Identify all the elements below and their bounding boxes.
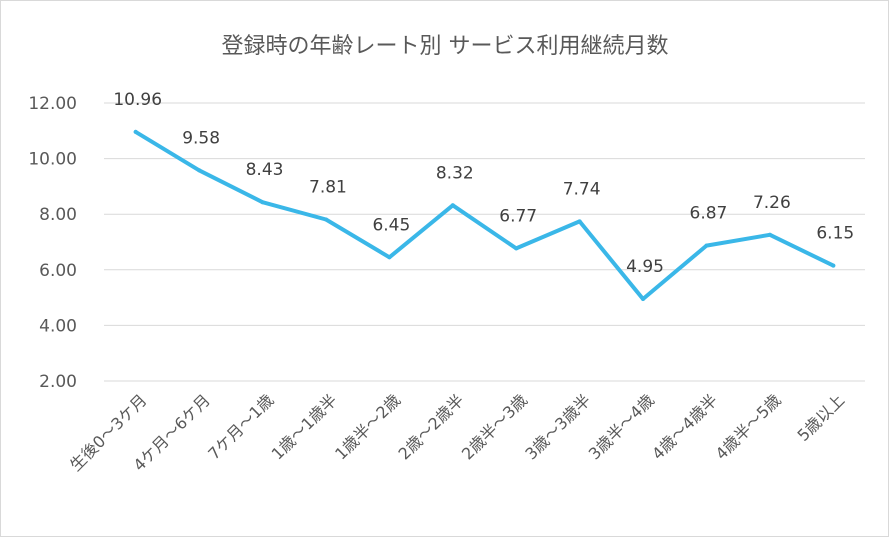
data-point	[323, 217, 328, 222]
data-labels: 10.96 9.58 8.43 7.81 6.45 8.32 6.77 7.74 4.95 6.8…	[113, 90, 854, 277]
y-tick-label: 6.00	[39, 261, 77, 281]
data-point	[197, 168, 202, 173]
x-tick-label: 4歳半～5歳	[712, 390, 785, 463]
x-tick-label: 7ケ月～1歳	[204, 390, 277, 463]
x-tick-label: 3歳～3歳半	[521, 390, 594, 463]
data-label: 6.45	[372, 215, 410, 235]
y-tick-label: 4.00	[39, 316, 77, 336]
data-label: 7.74	[563, 179, 601, 199]
data-label: 6.87	[690, 204, 728, 224]
x-tick-label: 2歳～2歳半	[395, 390, 468, 463]
data-point	[767, 232, 772, 237]
x-tick-label: 2歳半～3歳	[458, 390, 531, 463]
series-group	[133, 129, 836, 301]
data-point	[133, 129, 138, 134]
y-tick-label: 8.00	[39, 205, 77, 225]
data-label: 8.43	[246, 160, 284, 180]
data-label: 6.77	[499, 206, 537, 226]
data-point	[514, 246, 519, 251]
y-tick-label: 2.00	[39, 372, 77, 392]
y-tick-label: 12.00	[28, 94, 77, 114]
y-axis: 2.00 4.00 6.00 8.00 10.00 12.00	[28, 94, 77, 392]
x-tick-label: 3歳半～4歳	[585, 390, 658, 463]
x-tick-label: 1歳～1歳半	[268, 390, 341, 463]
data-label: 8.32	[436, 163, 474, 183]
data-label: 7.26	[753, 193, 791, 213]
data-point	[831, 263, 836, 268]
x-axis: 生後0～3ケ月4ケ月～6ケ月7ケ月～1歳1歳～1歳半1歳半～2歳2歳～2歳半2歳…	[66, 390, 848, 474]
series-line	[133, 129, 836, 301]
data-point	[641, 296, 646, 301]
data-label: 10.96	[113, 90, 162, 110]
data-point	[387, 255, 392, 260]
data-point	[704, 243, 709, 248]
y-tick-label: 10.00	[28, 150, 77, 170]
data-point	[577, 219, 582, 224]
data-label: 4.95	[626, 257, 664, 277]
data-label: 7.81	[309, 177, 347, 197]
data-point	[260, 200, 265, 205]
x-tick-label: 1歳半～2歳	[331, 390, 404, 463]
data-label: 9.58	[182, 128, 220, 148]
data-label: 6.15	[816, 224, 854, 244]
data-point	[450, 203, 455, 208]
x-tick-label: 4歳～4歳半	[648, 390, 721, 463]
x-tick-label: 5歳以上	[794, 390, 849, 445]
gridlines	[104, 102, 865, 382]
chart-title: 登録時の年齢レート別 サービス利用継続月数	[222, 34, 669, 59]
